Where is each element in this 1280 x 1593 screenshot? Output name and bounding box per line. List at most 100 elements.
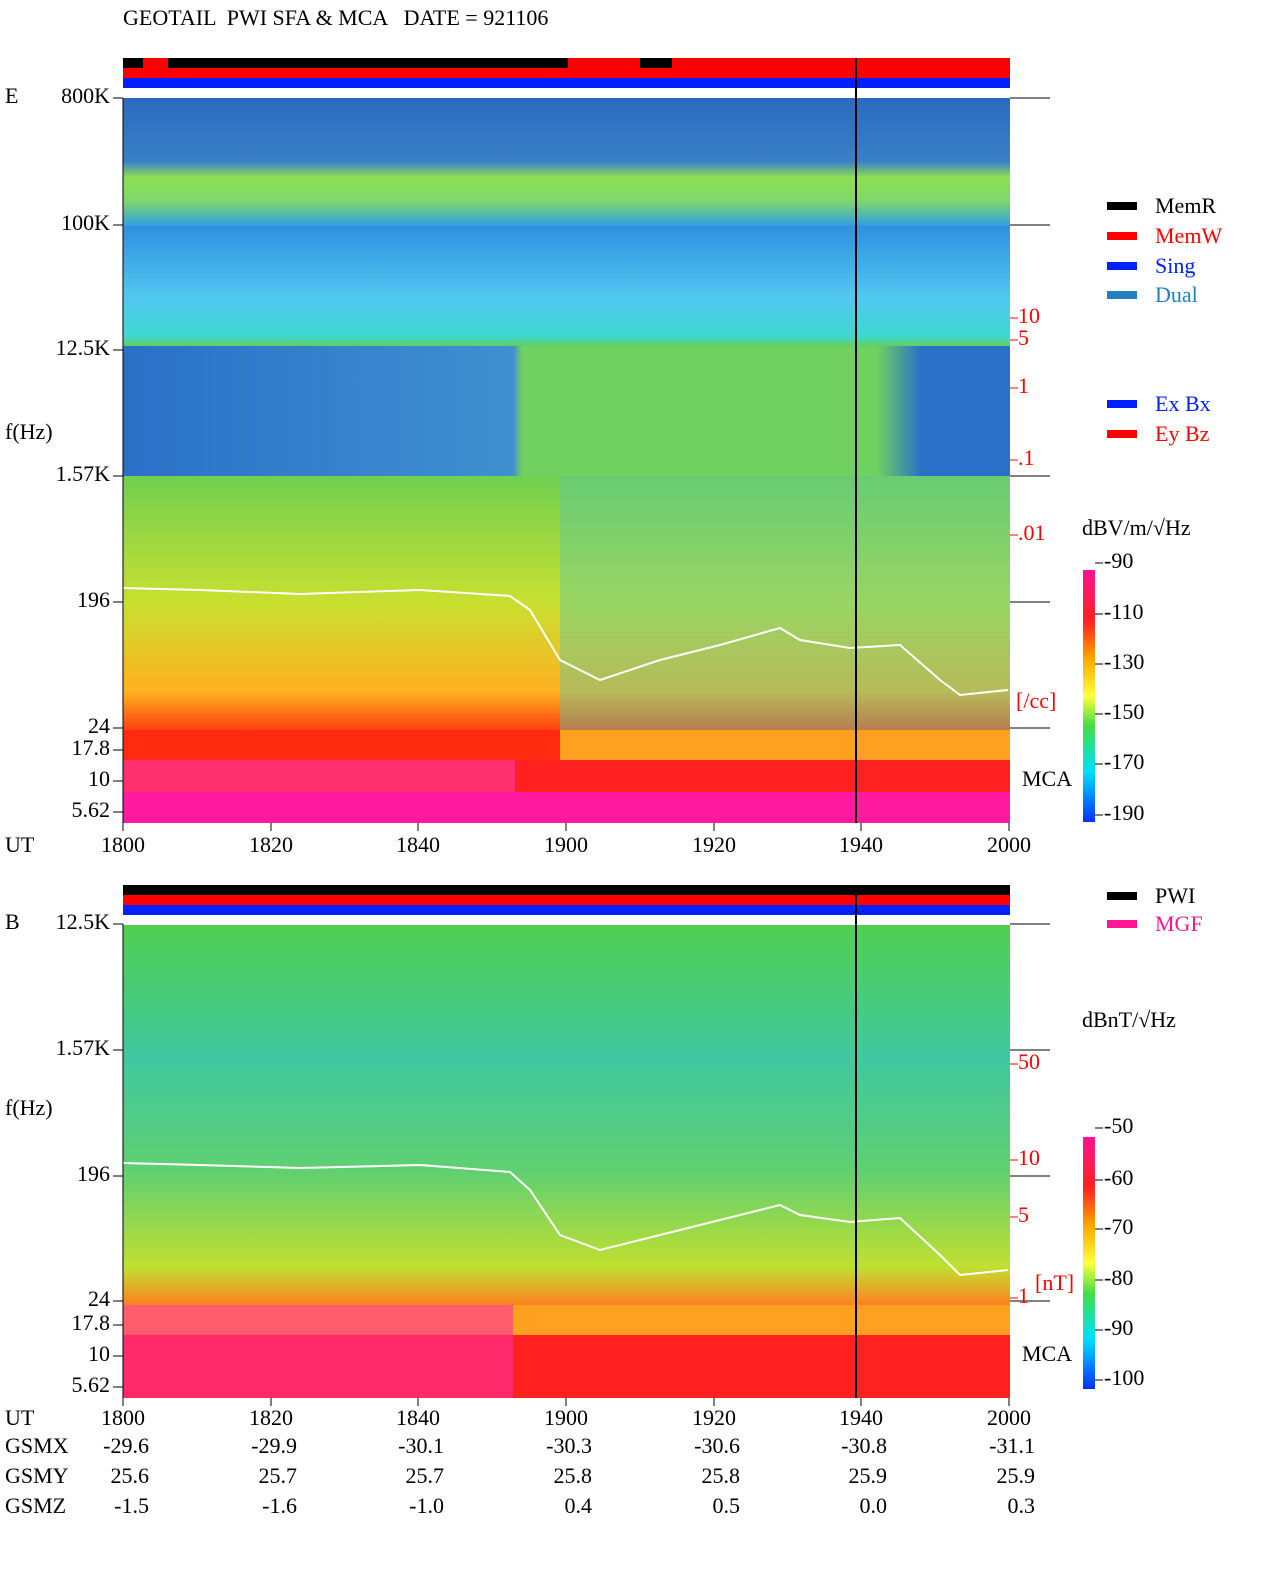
orbit-label: GSMZ <box>5 1493 66 1518</box>
colorbar-tick-label: -90 <box>1104 548 1133 573</box>
freq-tick-label: 17.8 <box>72 1310 111 1335</box>
time-tick-label: 1940 <box>839 1405 883 1430</box>
spectrogram <box>123 226 1010 346</box>
freq-tick-label: 100K <box>61 210 110 235</box>
time-tick-label: 1940 <box>839 832 883 857</box>
freq-tick-label: 196 <box>77 587 110 612</box>
legend-label: MemW <box>1155 223 1222 248</box>
freq-tick-label: 17.8 <box>72 735 111 760</box>
legend-swatch <box>1107 291 1137 299</box>
legend-swatch <box>1107 430 1137 438</box>
right-tick-label: 5 <box>1018 325 1029 350</box>
freq-tick-label: 12.5K <box>56 909 111 934</box>
right-unit: [nT] <box>1035 1270 1074 1295</box>
right-tick-label: 10 <box>1018 1145 1040 1170</box>
right-tick-label: .1 <box>1018 445 1035 470</box>
colorbar-tick-label: -50 <box>1104 1113 1133 1138</box>
orbit-value: 25.9 <box>849 1463 888 1488</box>
colorbar-unit: dBV/m/√Hz <box>1082 515 1191 540</box>
orbit-value: 25.7 <box>406 1463 445 1488</box>
orbit-value: 25.9 <box>997 1463 1036 1488</box>
freq-tick-label: 1.57K <box>56 461 111 486</box>
freq-tick-label: 196 <box>77 1161 110 1186</box>
legend-swatch <box>1107 892 1137 900</box>
time-tick-label: 1840 <box>396 1405 440 1430</box>
axis-label: f(Hz) <box>5 1095 53 1120</box>
legend-swatch <box>1107 920 1137 928</box>
freq-tick-label: 24 <box>88 1286 110 1311</box>
legend-label: PWI <box>1155 883 1195 908</box>
status-bar <box>123 78 1010 88</box>
legend-label: Ey Bz <box>1155 421 1210 446</box>
time-tick-label: 1900 <box>544 832 588 857</box>
right-tick-label: 1 <box>1018 1283 1029 1308</box>
legend-swatch <box>1107 232 1137 240</box>
time-tick-label: 2000 <box>987 1405 1031 1430</box>
orbit-value: -29.6 <box>103 1433 149 1458</box>
legend-swatch <box>1107 202 1137 210</box>
orbit-value: 0.4 <box>565 1493 593 1518</box>
freq-tick-label: 12.5K <box>56 335 111 360</box>
freq-tick-label: 800K <box>61 83 110 108</box>
status-bar <box>168 58 568 68</box>
orbit-value: -1.6 <box>262 1493 297 1518</box>
time-tick-label: 2000 <box>987 832 1031 857</box>
orbit-value: 0.5 <box>713 1493 741 1518</box>
orbit-value: -30.1 <box>398 1433 444 1458</box>
spectrogram <box>123 476 1010 730</box>
right-tick-label: 5 <box>1018 1202 1029 1227</box>
mca-band <box>123 1305 513 1398</box>
time-label: UT <box>5 1405 35 1430</box>
orbit-value: 0.0 <box>860 1493 888 1518</box>
orbit-value: 25.8 <box>702 1463 741 1488</box>
colorbar-unit: dBnT/√Hz <box>1082 1007 1176 1032</box>
time-tick-label: 1920 <box>692 832 736 857</box>
mca-band <box>123 792 1010 823</box>
orbit-value: -29.9 <box>251 1433 297 1458</box>
spectrogram <box>123 346 1010 476</box>
right-unit: [/cc] <box>1016 688 1056 713</box>
status-bar <box>123 905 1010 915</box>
freq-tick-label: 1.57K <box>56 1035 111 1060</box>
density-trace <box>122 1162 1009 1277</box>
axis-label: f(Hz) <box>5 419 53 444</box>
legend-swatch <box>1107 262 1137 270</box>
right-tick-label: 1 <box>1018 373 1029 398</box>
colorbar <box>1083 1137 1095 1389</box>
freq-tick-label: 10 <box>88 1341 110 1366</box>
colorbar-tick-label: -60 <box>1104 1165 1133 1190</box>
status-bar <box>123 68 1010 78</box>
status-bar <box>123 895 1010 905</box>
panel-label: E <box>5 83 18 108</box>
colorbar-tick-label: -70 <box>1104 1214 1133 1239</box>
freq-tick-label: 5.62 <box>72 1372 111 1397</box>
spectrogram <box>123 98 1010 226</box>
status-bar <box>123 58 143 68</box>
time-tick-label: 1900 <box>544 1405 588 1430</box>
freq-tick-label: 24 <box>88 713 110 738</box>
colorbar-tick-label: -80 <box>1104 1265 1133 1290</box>
time-tick-label: 1820 <box>249 832 293 857</box>
orbit-value: -30.3 <box>546 1433 592 1458</box>
freq-tick-label: 10 <box>88 766 110 791</box>
orbit-value: -31.1 <box>989 1433 1035 1458</box>
time-tick-label: 1800 <box>101 832 145 857</box>
status-bar <box>640 58 672 68</box>
orbit-value: 25.7 <box>259 1463 298 1488</box>
colorbar-tick-label: -150 <box>1104 699 1144 724</box>
time-tick-label: 1920 <box>692 1405 736 1430</box>
orbit-value: 25.6 <box>111 1463 150 1488</box>
panel-label: B <box>5 909 20 934</box>
time-label: UT <box>5 832 35 857</box>
right-tick-label: 50 <box>1018 1049 1040 1074</box>
orbit-value: 0.3 <box>1008 1493 1036 1518</box>
orbit-label: GSMX <box>5 1433 69 1458</box>
mca-band <box>515 760 1010 792</box>
orbit-value: -1.5 <box>114 1493 149 1518</box>
time-tick-label: 1840 <box>396 832 440 857</box>
right-tick-label: .01 <box>1018 520 1046 545</box>
status-bar <box>123 885 1010 895</box>
legend-label: Sing <box>1155 253 1195 278</box>
